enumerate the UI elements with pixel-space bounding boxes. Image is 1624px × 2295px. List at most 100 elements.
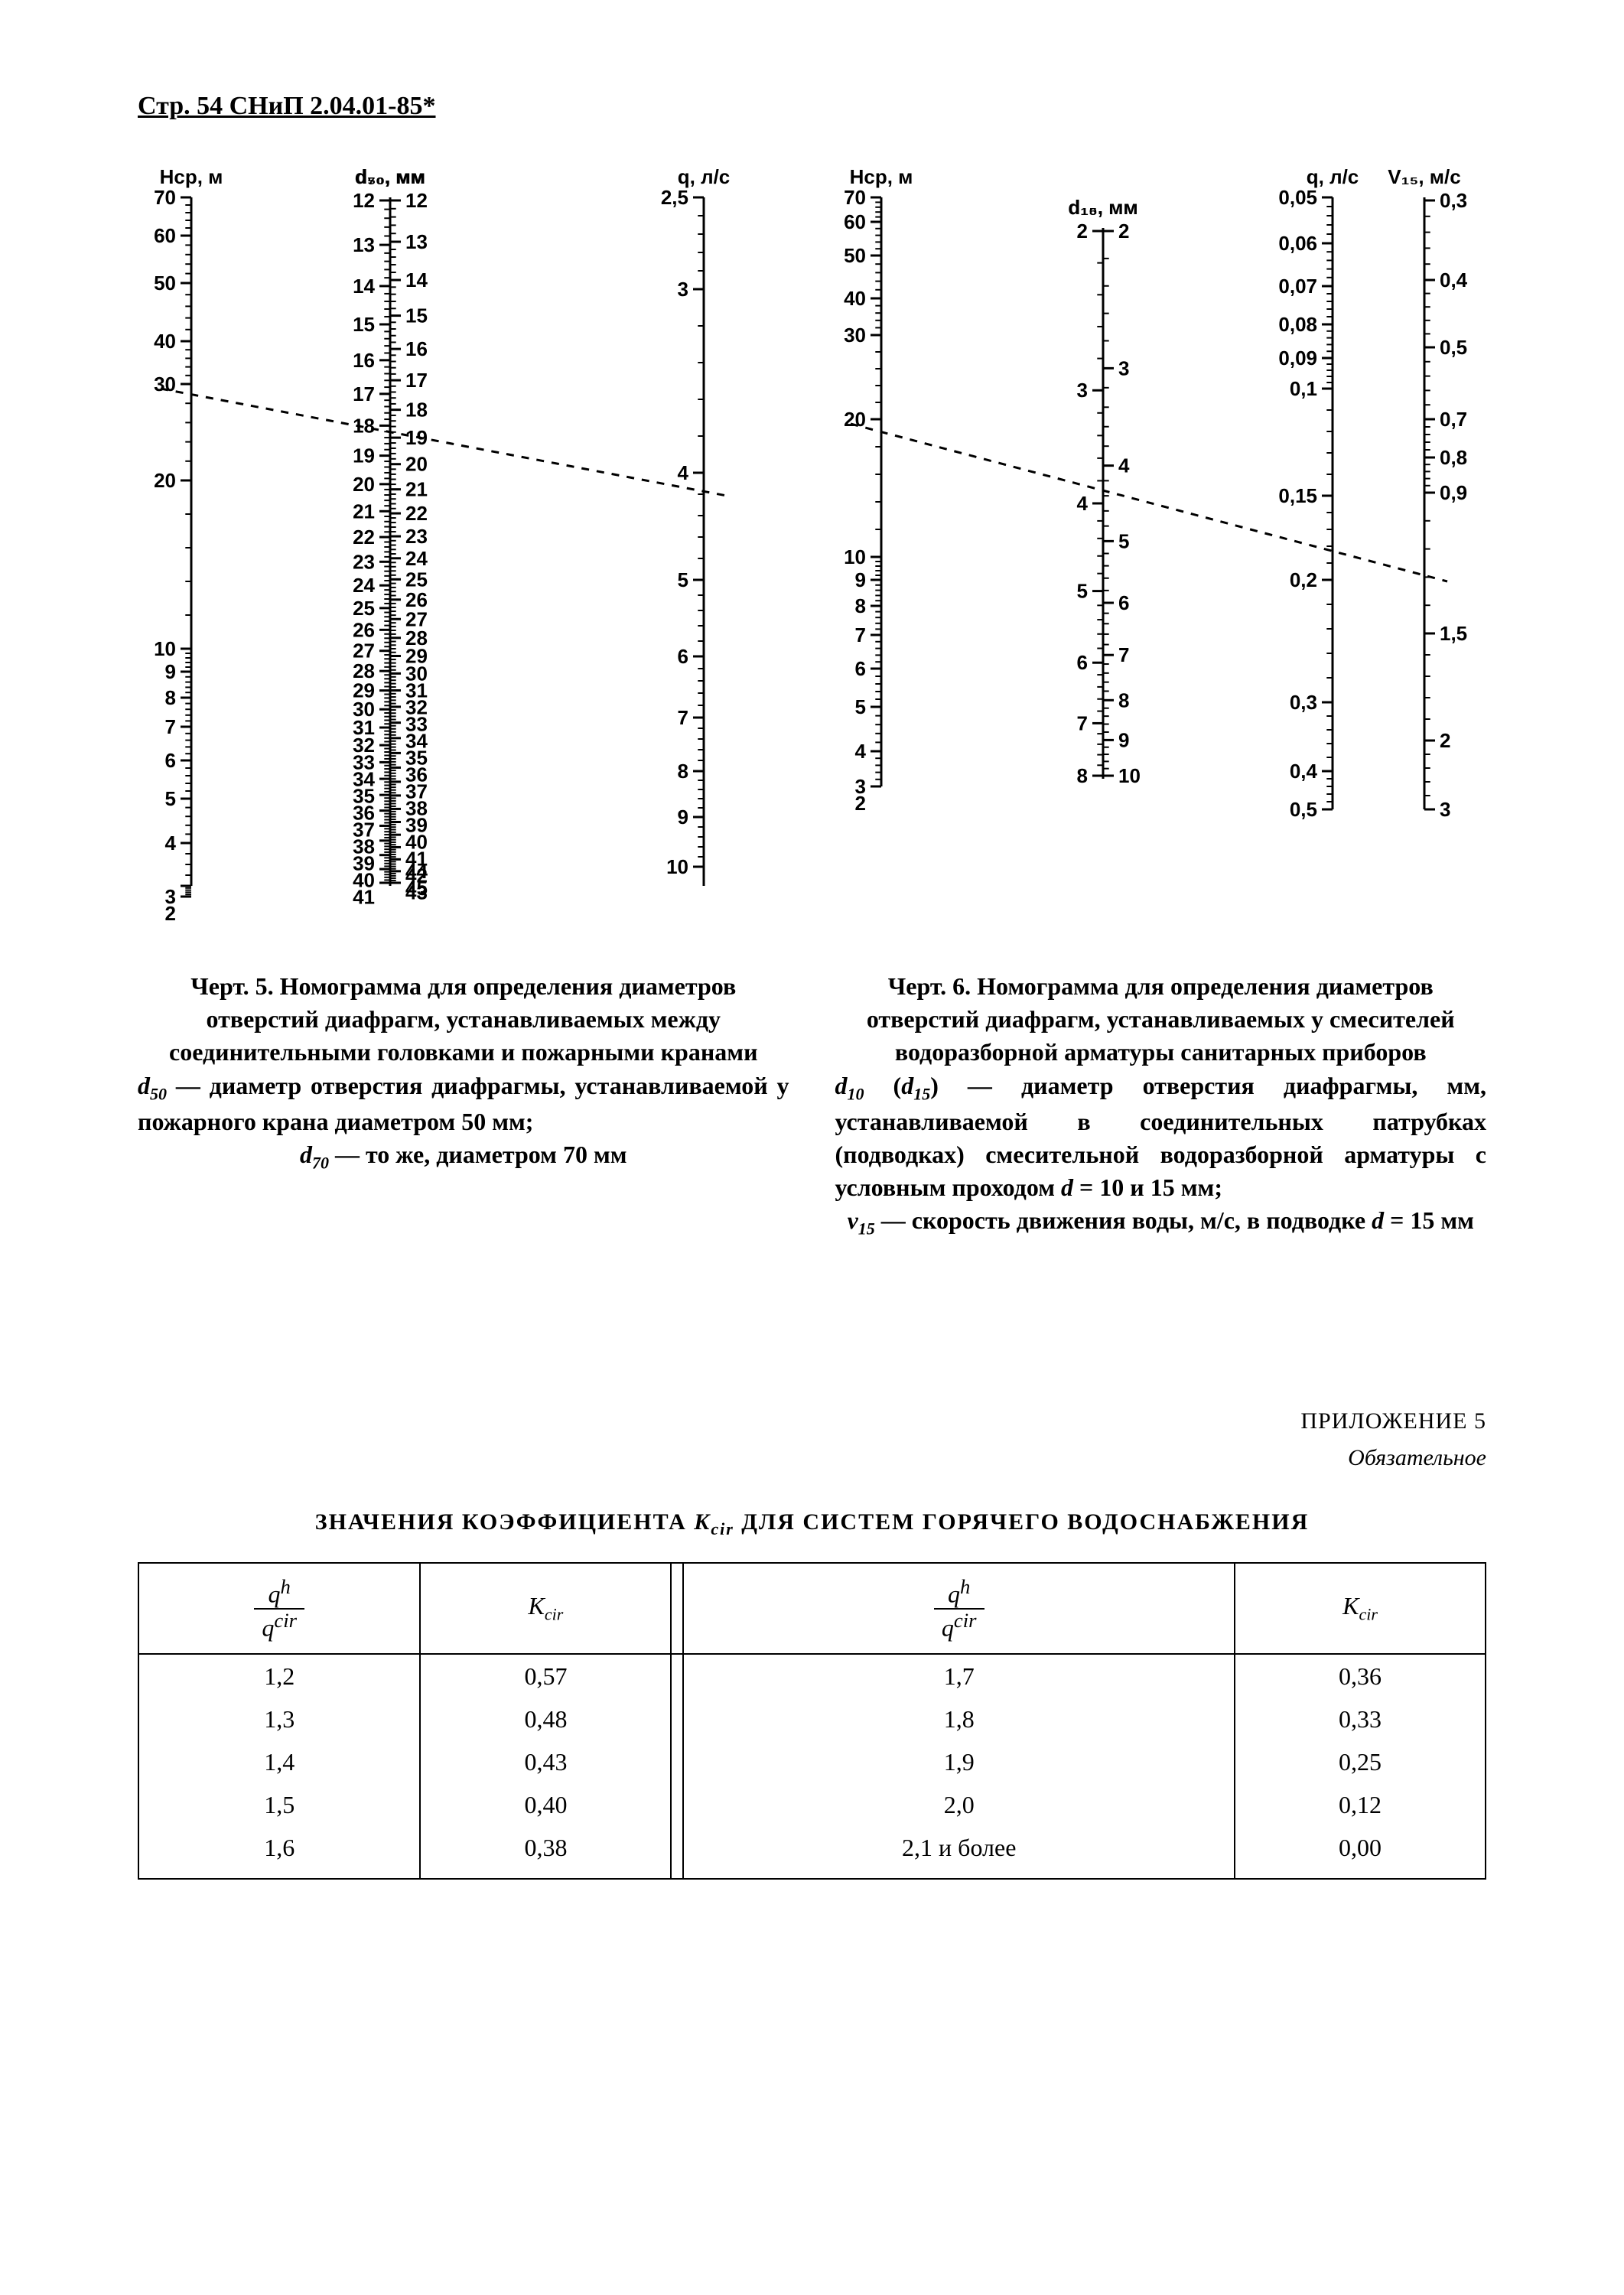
table-row: 1,40,431,90,25 [138,1740,1486,1783]
svg-text:12: 12 [353,189,375,212]
svg-text:40: 40 [154,330,176,353]
svg-text:4: 4 [854,740,866,763]
cap5-d70-sym: d [300,1141,312,1168]
svg-text:4: 4 [678,461,689,484]
svg-text:0,07: 0,07 [1278,275,1317,298]
svg-text:0,3: 0,3 [1289,691,1316,714]
svg-text:2: 2 [1118,220,1129,243]
cap6-line1: d10 (d15) — диаметр отверстия диафрагмы,… [835,1072,1487,1201]
svg-text:4: 4 [1076,492,1088,515]
svg-text:13: 13 [353,233,375,256]
svg-text:V₁₅, м/с: V₁₅, м/с [1388,165,1460,188]
svg-text:0,09: 0,09 [1278,347,1317,369]
svg-text:0,1: 0,1 [1289,377,1316,400]
svg-text:0,4: 0,4 [1440,269,1468,291]
caption-5-title: Черт. 5. Номограмма для определения диам… [138,970,789,1069]
hdr-ratio-2: qh qcir [683,1563,1235,1654]
svg-text:9: 9 [165,660,176,683]
svg-text:21: 21 [353,500,375,522]
svg-text:15: 15 [405,304,428,327]
svg-text:3: 3 [1076,379,1087,402]
svg-text:18: 18 [353,414,375,437]
svg-text:10: 10 [844,545,866,568]
caption-6-title: Черт. 6. Номограмма для определения диам… [835,970,1487,1069]
svg-text:3: 3 [1440,798,1450,821]
svg-text:60: 60 [154,224,176,247]
nomogram-6-svg: Hcp, м7060504030201098765432d₁₀, мм23456… [835,151,1470,932]
svg-text:5: 5 [1076,580,1087,603]
svg-text:25: 25 [353,597,375,620]
table-title-post: ДЛЯ СИСТЕМ ГОРЯЧЕГО ВОДОСНАБЖЕНИЯ [741,1509,1309,1535]
svg-text:0,5: 0,5 [1289,798,1316,821]
svg-text:18: 18 [405,399,428,422]
svg-text:23: 23 [353,550,375,573]
table-title: ЗНАЧЕНИЯ КОЭФФИЦИЕНТА Kcir ДЛЯ СИСТЕМ ГО… [138,1509,1486,1539]
svg-text:0,2: 0,2 [1289,568,1316,591]
svg-text:6: 6 [1076,651,1087,674]
table-row: 1,60,382,1 и более0,00 [138,1826,1486,1879]
svg-text:0,9: 0,9 [1440,481,1467,504]
svg-text:20: 20 [353,473,375,496]
svg-text:8: 8 [165,686,176,709]
svg-text:d₇₀, мм: d₇₀, мм [356,165,425,188]
appendix-label: ПРИЛОЖЕНИЕ 5 [138,1408,1486,1434]
svg-text:17: 17 [405,369,428,392]
table-title-sym: K [694,1509,711,1535]
svg-text:23: 23 [405,525,428,548]
svg-text:7: 7 [854,623,865,646]
svg-text:3: 3 [1118,356,1129,379]
svg-text:0,5: 0,5 [1440,336,1467,359]
svg-text:Hcp, м: Hcp, м [160,165,223,188]
svg-text:2: 2 [854,792,865,815]
appendix-5: ПРИЛОЖЕНИЕ 5 Обязательное ЗНАЧЕНИЯ КОЭФФ… [138,1408,1486,1880]
svg-text:2,5: 2,5 [661,186,688,209]
cap6-line2: v15 — скорость движения воды, м/с, в под… [835,1204,1487,1240]
svg-text:Hcp, м: Hcp, м [849,165,913,188]
svg-text:22: 22 [405,502,428,525]
svg-text:5: 5 [1118,529,1129,552]
svg-text:50: 50 [154,272,176,295]
svg-text:q, л/с: q, л/с [1306,165,1359,188]
svg-text:30: 30 [844,324,866,347]
svg-text:d₁₅, мм: d₁₅, мм [1068,196,1137,219]
svg-text:4: 4 [165,832,177,855]
svg-text:1,5: 1,5 [1440,622,1467,645]
svg-text:7: 7 [1118,643,1129,666]
svg-text:3: 3 [678,278,688,301]
svg-text:16: 16 [405,337,428,360]
svg-text:4: 4 [1118,454,1130,477]
cap5-d50-sub: 50 [150,1084,167,1103]
svg-text:70: 70 [154,186,176,209]
svg-text:26: 26 [353,618,375,641]
svg-text:7: 7 [1076,711,1087,734]
svg-text:8: 8 [1118,688,1129,711]
svg-text:12: 12 [405,189,428,212]
svg-text:2: 2 [1076,220,1087,243]
svg-text:6: 6 [165,749,176,772]
table-header-row: qh qcir Kcir qh qcir Kcir [138,1563,1486,1654]
svg-text:20: 20 [154,469,176,492]
svg-text:24: 24 [353,574,375,597]
svg-text:24: 24 [405,547,428,570]
nomogram-5-svg: Hcp, м7060504030201098765432d₅₀, мм12131… [138,151,773,932]
svg-text:2: 2 [165,902,176,925]
svg-text:0,06: 0,06 [1278,232,1317,255]
svg-text:q, л/с: q, л/с [678,165,731,188]
svg-text:41: 41 [353,885,375,908]
cap5-d50-sym: d [138,1072,150,1099]
svg-text:10: 10 [154,637,176,660]
svg-text:0,05: 0,05 [1278,186,1317,209]
svg-text:50: 50 [844,244,866,267]
svg-text:7: 7 [165,715,176,738]
cap5-line1: — диаметр отверстия диафрагмы, устанавли… [138,1072,789,1135]
svg-text:22: 22 [353,526,375,549]
hdr-ratio-1: qh qcir [138,1563,420,1654]
cap5-d70-sub: 70 [312,1153,329,1172]
hdr-sep [671,1563,683,1654]
svg-text:16: 16 [353,349,375,372]
svg-text:5: 5 [678,568,688,591]
svg-text:0,8: 0,8 [1440,446,1467,469]
svg-text:0,08: 0,08 [1278,313,1317,336]
caption-6: Черт. 6. Номограмма для определения диам… [835,970,1487,1240]
svg-text:6: 6 [1118,591,1129,614]
